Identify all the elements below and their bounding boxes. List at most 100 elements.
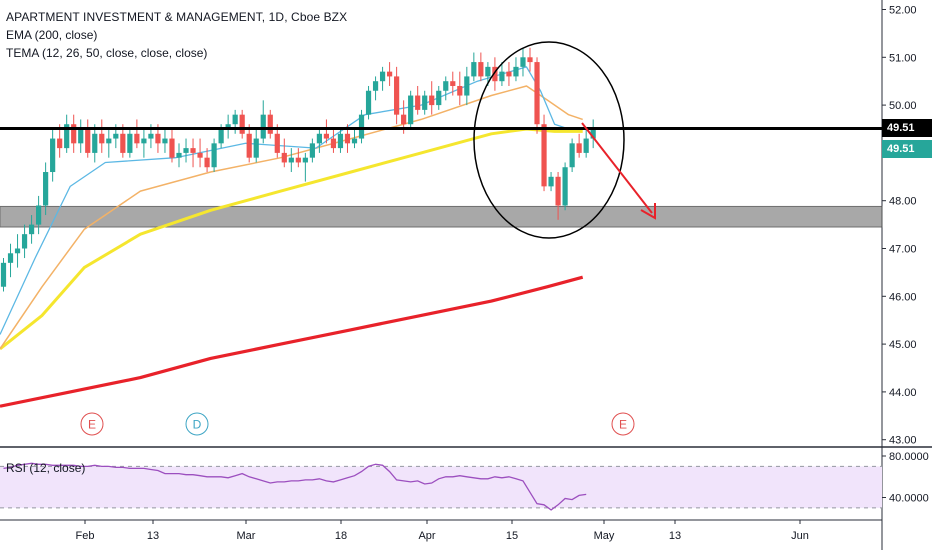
candle[interactable] [471,52,477,82]
candle[interactable] [190,138,196,168]
candle[interactable] [204,148,210,173]
candle-body [520,57,526,67]
candle[interactable] [520,47,526,77]
candle[interactable] [309,138,315,163]
event-marker[interactable]: E [611,412,635,436]
candle[interactable] [337,129,344,153]
candle[interactable] [506,62,512,86]
candle[interactable] [14,234,21,268]
candle[interactable] [127,129,133,158]
event-marker[interactable]: D [185,412,209,436]
candle-body [246,133,252,158]
candle[interactable] [583,129,589,158]
candle[interactable] [99,119,105,153]
candle[interactable] [387,62,393,86]
candle[interactable] [141,129,147,158]
candle-body [590,129,596,139]
candle[interactable] [394,66,400,125]
candle[interactable] [246,124,252,163]
highlight-circle-annotation[interactable] [473,41,625,239]
candle[interactable] [253,129,259,163]
candle-body [50,138,56,173]
candle[interactable] [197,138,203,168]
candle[interactable] [211,138,217,173]
candle[interactable] [436,85,442,110]
candle[interactable] [85,119,91,158]
candle[interactable] [492,57,498,91]
candle[interactable] [21,224,28,259]
candle[interactable] [43,162,49,216]
trend-arrow[interactable] [581,122,653,214]
candle[interactable] [379,66,386,91]
candle-body [260,114,266,139]
candle[interactable] [295,148,301,168]
candle[interactable] [478,52,484,82]
candle[interactable] [464,66,470,106]
candle[interactable] [562,162,568,211]
candle-body [548,176,554,187]
candle-body [78,129,84,144]
candle[interactable] [323,119,330,144]
candle-body [316,133,322,144]
candle[interactable] [513,57,519,82]
candle[interactable] [302,152,308,182]
candle[interactable] [527,47,533,72]
candle[interactable] [169,129,175,163]
candle[interactable] [457,71,463,106]
candle[interactable] [372,76,379,101]
candle[interactable] [281,138,287,168]
candle[interactable] [36,195,42,235]
candle[interactable] [134,119,140,149]
candle-body [267,114,273,134]
candle[interactable] [28,215,35,244]
candle[interactable] [569,138,575,173]
candle[interactable] [408,90,414,129]
candle[interactable] [590,119,596,149]
candle[interactable] [78,119,84,153]
candle[interactable] [0,258,7,292]
candle[interactable] [351,129,358,149]
price-axis-label: 44.00 [889,387,917,399]
candle[interactable] [64,114,70,153]
candle[interactable] [225,114,231,139]
candle[interactable] [288,148,294,173]
candle[interactable] [330,129,337,153]
candle[interactable] [106,129,112,158]
candle[interactable] [358,109,365,144]
candle[interactable] [576,133,582,158]
candle[interactable] [267,109,273,139]
rsi-line[interactable] [3,462,587,511]
candle[interactable] [555,172,561,220]
candle[interactable] [365,85,372,120]
candle[interactable] [443,76,449,101]
candle[interactable] [50,129,56,182]
candle-body [64,124,70,149]
candle-body [148,133,154,139]
candle[interactable] [541,114,547,192]
candle-body [499,71,505,82]
candle[interactable] [429,81,435,115]
candle[interactable] [183,138,189,163]
candle[interactable] [534,57,540,134]
candle[interactable] [176,143,182,168]
candle[interactable] [450,71,456,96]
candle[interactable] [499,62,505,86]
candle[interactable] [232,109,238,134]
candle[interactable] [92,124,98,163]
candle[interactable] [239,109,245,139]
candle[interactable] [415,85,421,115]
price-axis-label: 45.00 [889,339,917,351]
candle[interactable] [260,100,266,144]
candle[interactable] [7,243,14,278]
candle[interactable] [316,129,322,153]
candle-body [387,71,393,77]
candle[interactable] [71,114,77,153]
chart-title: APARTMENT INVESTMENT & MANAGEMENT, 1D, C… [6,10,348,24]
candle[interactable] [548,172,554,192]
event-marker[interactable]: E [80,412,104,436]
candle-body [239,114,245,134]
candle[interactable] [162,129,168,153]
support-zone[interactable] [0,205,883,228]
candle[interactable] [422,90,428,115]
